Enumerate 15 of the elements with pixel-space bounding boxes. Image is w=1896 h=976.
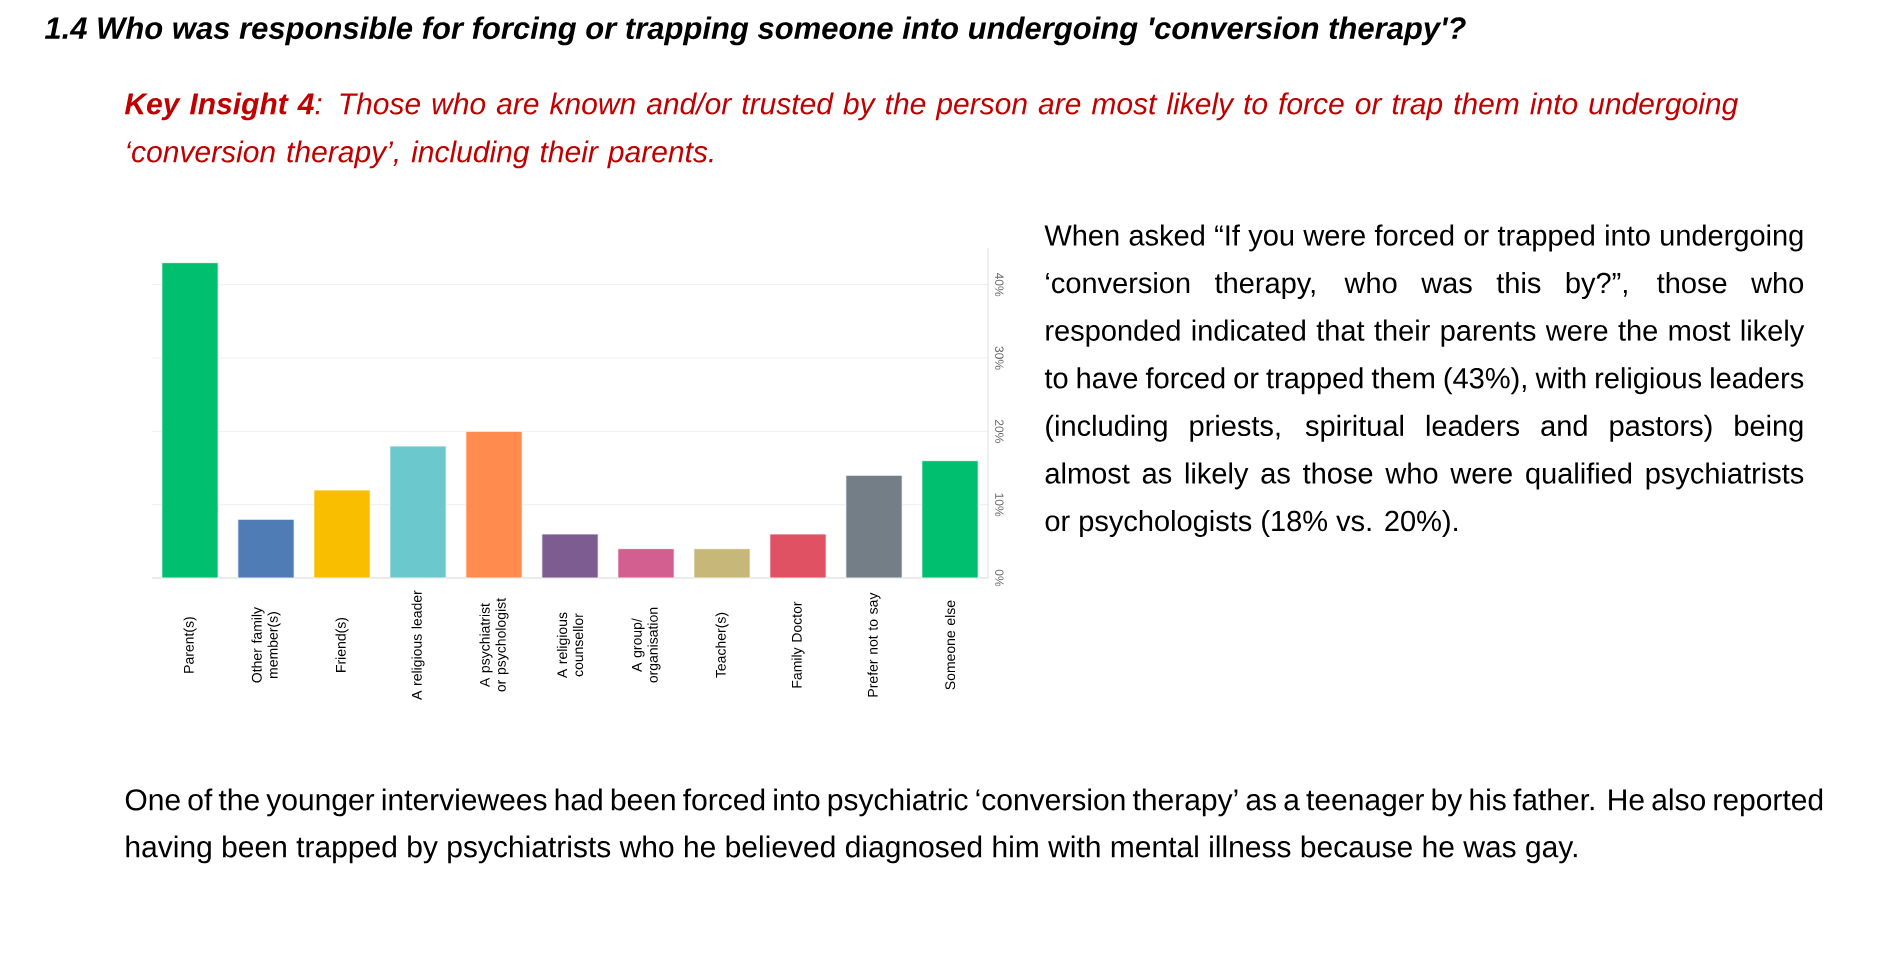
chart-subtitle: Key Insight 4: Those who are known and/or trusted by the person are most likely to force or trap them into undergoing ‘conversion therapy’, including their parents. (124, 92, 1738, 169)
bar (465, 430, 523, 579)
chart-title: 1.4 Who was responsible for forcing or trapping someone into undergoing 'conversion therapy'? (44, 16, 1466, 46)
bar (541, 533, 599, 579)
text: When asked “If you were forced or trapped into undergoing ‘conversion therapy, who was this by?”, those who responded indicated that their parents were the most likely to have forced or trapped them (43%), with religious leaders (including priests, spiritual leaders and pastors) being almost as likely as those who were qualified psychiatrists or psychologists (18% vs. 20%). (1044, 224, 1805, 538)
bar (313, 489, 371, 579)
text: One of the younger interviewees had been forced into psychiatric ‘conversion therapy’ as a teenager by his father. He also reported having been trapped by psychiatrists who he believed diagnosed him with mental illness because he was gay. (125, 788, 1823, 864)
bar (921, 460, 979, 579)
bar (161, 262, 219, 579)
bar (237, 518, 295, 579)
bar (693, 548, 751, 579)
bar (617, 548, 675, 579)
bar (389, 445, 447, 579)
bar (845, 474, 903, 579)
bar (769, 533, 827, 579)
